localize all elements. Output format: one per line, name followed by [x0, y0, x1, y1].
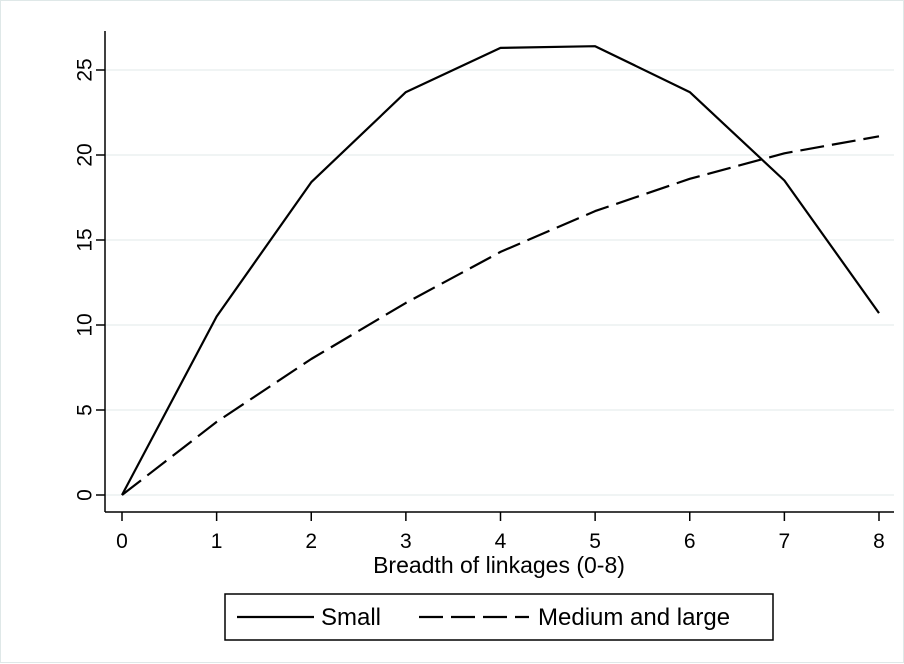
x-tick-label: 5: [589, 530, 601, 553]
x-tick-label: 6: [684, 530, 696, 553]
legend-label-0: Small: [321, 604, 381, 631]
y-axis-ticks: 0 5 10 15 20 25: [74, 58, 105, 501]
x-tick-label: 1: [211, 530, 223, 553]
y-tick-label: 20: [74, 143, 97, 166]
x-tick-label: 7: [779, 530, 791, 553]
x-axis-title: Breadth of linkages (0-8): [373, 552, 625, 578]
y-tick-label: 5: [74, 404, 97, 416]
legend-label-1: Medium and large: [538, 604, 730, 631]
x-tick-label: 8: [873, 530, 885, 553]
x-tick-label: 4: [495, 530, 507, 553]
axes: [104, 31, 894, 513]
x-tick-label: 2: [305, 530, 317, 553]
y-tick-label: 15: [74, 228, 97, 251]
gridlines: [105, 69, 894, 496]
series-line-0: [121, 45, 880, 496]
y-tick-label: 25: [74, 58, 97, 81]
x-tick-label: 3: [400, 530, 412, 553]
series-lines: [121, 45, 880, 496]
x-axis-ticks: 0 1 2 3 4 5 6 7 8: [116, 512, 885, 553]
y-tick-label: 10: [74, 313, 97, 336]
x-tick-label: 0: [116, 530, 128, 553]
legend: Small Medium and large: [224, 593, 774, 641]
series-line-1: [121, 135, 880, 496]
y-tick-label: 0: [74, 489, 97, 501]
